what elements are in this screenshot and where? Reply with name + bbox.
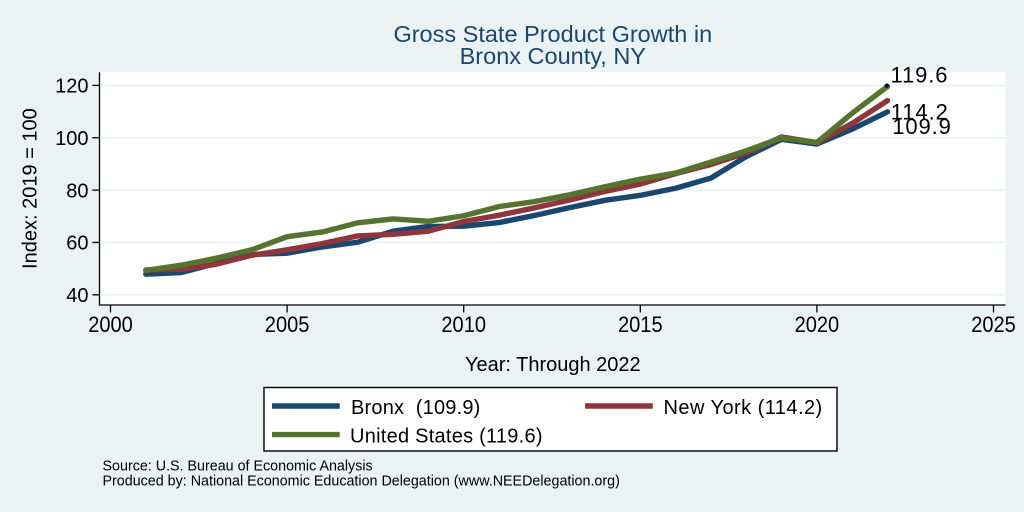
svg-text:Index: 2019 = 100: Index: 2019 = 100 bbox=[20, 108, 42, 269]
svg-text:40: 40 bbox=[66, 285, 88, 307]
svg-text:119.6: 119.6 bbox=[891, 63, 949, 88]
svg-text:114.2: 114.2 bbox=[891, 100, 949, 125]
svg-text:60: 60 bbox=[66, 233, 88, 255]
svg-text:120: 120 bbox=[55, 76, 88, 98]
svg-text:2020: 2020 bbox=[795, 312, 840, 337]
svg-text:Year: Through 2022: Year: Through 2022 bbox=[465, 354, 641, 376]
svg-text:Source: U.S. Bureau of Economi: Source: U.S. Bureau of Economic Analysis bbox=[103, 459, 373, 475]
svg-text:2010: 2010 bbox=[441, 312, 486, 337]
svg-text:2000: 2000 bbox=[88, 312, 133, 337]
svg-text:Gross State Product Growth in: Gross State Product Growth in bbox=[393, 21, 712, 47]
svg-text:2005: 2005 bbox=[265, 312, 310, 337]
svg-text:Bronx County, NY: Bronx County, NY bbox=[460, 43, 647, 69]
svg-text:109.9: 109.9 bbox=[892, 114, 952, 139]
svg-text:2025: 2025 bbox=[971, 312, 1016, 337]
svg-text:2015: 2015 bbox=[618, 312, 663, 337]
svg-text:New York (114.2): New York (114.2) bbox=[664, 397, 823, 419]
svg-text:Produced by: National Economic: Produced by: National Economic Education… bbox=[103, 474, 620, 490]
svg-text:100: 100 bbox=[55, 128, 88, 150]
svg-text:80: 80 bbox=[66, 180, 88, 202]
svg-text:United States (119.6): United States (119.6) bbox=[350, 425, 543, 447]
svg-text:Bronx (109.9): Bronx (109.9) bbox=[351, 397, 481, 419]
